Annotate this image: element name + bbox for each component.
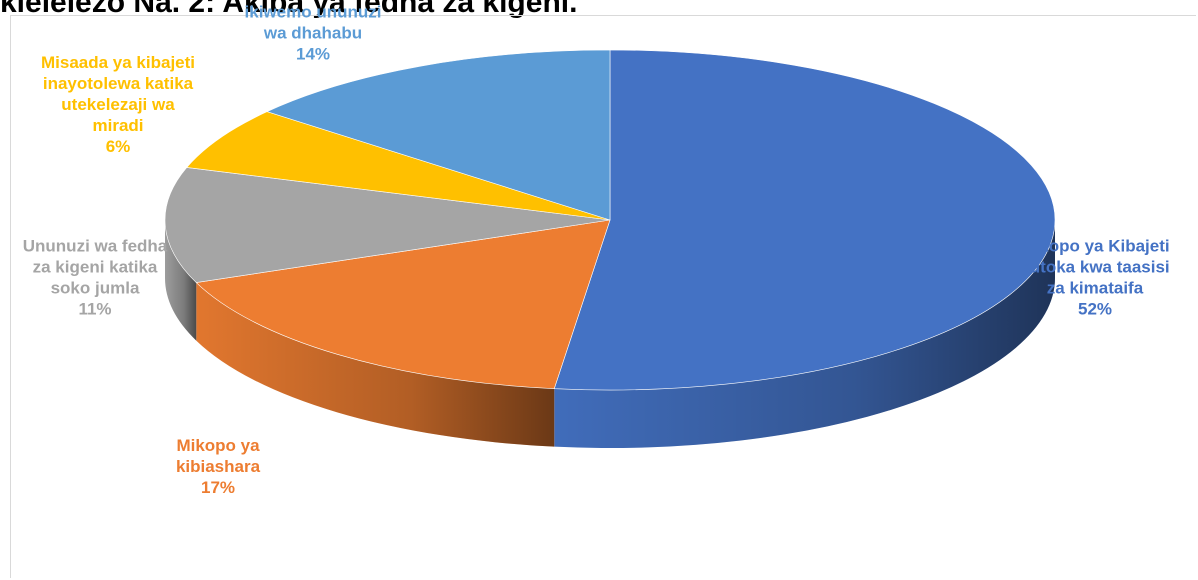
slice-label-line-3-3: miradi bbox=[92, 116, 143, 135]
chart-frame bbox=[10, 15, 1196, 578]
slice-percent-3: 6% bbox=[106, 137, 131, 156]
pie-side-shade-2 bbox=[165, 220, 197, 341]
slice-percent-4: 14% bbox=[296, 45, 330, 64]
pie-slice-4 bbox=[266, 49, 611, 221]
slice-label-line-0-0: Mikopo ya Kibajeti bbox=[1020, 237, 1169, 256]
pie-slice-2 bbox=[164, 167, 611, 283]
slice-label-line-4-1: ikiwemo ununuzi bbox=[245, 3, 382, 22]
slice-percent-2: 11% bbox=[78, 300, 111, 319]
slice-label-line-2-2: soko jumla bbox=[51, 279, 140, 298]
slice-label-line-2-1: za kigeni katika bbox=[33, 258, 158, 277]
slice-label-line-0-1: kutoka kwa taasisi bbox=[1020, 258, 1169, 277]
slice-label-0: Mikopo ya Kibajeti kutoka kwa taasisi za k… bbox=[1020, 237, 1169, 319]
slice-label-line-2-0: Ununuzi wa fedha bbox=[23, 237, 168, 256]
slice-label-line-3-1: inayotolewa katika bbox=[43, 74, 194, 93]
slice-percent-1: 17% bbox=[201, 478, 235, 497]
pie-tops bbox=[164, 49, 1056, 391]
chart-title: kielelezo Na. 2: Akiba ya fedha za kigen… bbox=[0, 0, 578, 19]
slice-label-line-1-0: Mikopo ya bbox=[176, 436, 260, 455]
slice-label-line-3-0: Misaada ya kibajeti bbox=[41, 53, 195, 72]
slice-label-1: Mikopo ya kibiashara 17% bbox=[176, 436, 261, 497]
slice-label-line-1-1: kibiashara bbox=[176, 457, 261, 476]
slice-label-line-4-2: wa dhahabu bbox=[263, 24, 362, 43]
pie-slice-0 bbox=[553, 49, 1056, 391]
slice-label-3: Misaada ya kibajeti inayotolewa katika ute… bbox=[41, 53, 195, 156]
pie-slice-3 bbox=[186, 111, 611, 221]
slice-label-2: Ununuzi wa fedha za kigeni katika soko jum… bbox=[23, 237, 168, 319]
slice-label-line-4-0: Vyanzo vingine bbox=[251, 0, 374, 1]
pie-labels: Mikopo ya Kibajeti kutoka kwa taasisi za k… bbox=[23, 0, 1170, 497]
pie-slice-1 bbox=[195, 219, 611, 389]
slice-label-4: Vyanzo vingine ikiwemo ununuzi wa dhahabu 1… bbox=[245, 0, 382, 64]
slice-percent-0: 52% bbox=[1078, 300, 1112, 319]
pie-side-shade-0 bbox=[554, 220, 1055, 448]
slice-label-line-0-2: za kimataifa bbox=[1047, 279, 1144, 298]
slice-label-line-3-2: utekelezaji wa bbox=[61, 95, 175, 114]
